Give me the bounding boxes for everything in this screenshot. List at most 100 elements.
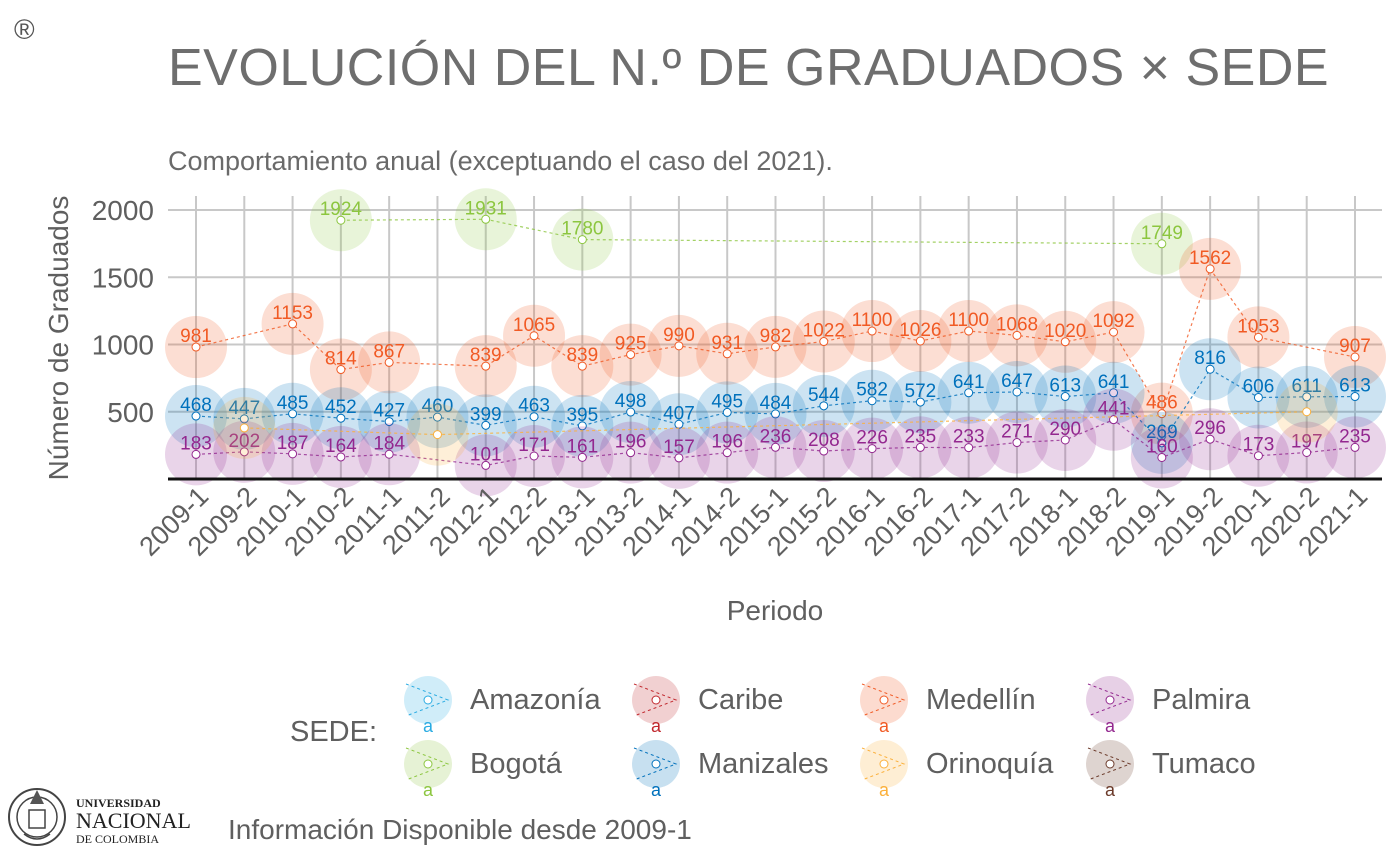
data-label: 1100 <box>948 310 989 331</box>
data-label: 399 <box>470 404 502 425</box>
data-point <box>1012 330 1022 340</box>
chart-title: EVOLUCIÓN DEL N.º DE GRADUADOS × SEDE <box>168 39 1330 97</box>
legend-key-icon: a <box>1086 740 1134 798</box>
series-Medellín: 981 1153 814 867 839 1065 839 925 990 931 982 1022 1… <box>165 237 1386 445</box>
data-label: 814 <box>325 349 357 370</box>
legend-label: Amazonía <box>470 684 601 716</box>
data-label: 1053 <box>1237 316 1279 337</box>
data-label: 1092 <box>1092 311 1134 332</box>
data-point <box>384 357 394 367</box>
data-point <box>481 361 491 371</box>
data-point <box>1350 442 1360 452</box>
legend-item: a Caribe <box>628 670 848 734</box>
data-point <box>674 453 684 463</box>
data-point <box>288 409 298 419</box>
legend-label: Bogotá <box>470 748 562 780</box>
data-label: 485 <box>277 393 309 414</box>
data-point <box>288 319 298 329</box>
university-logo: UNIVERSIDAD NACIONAL DE COLOMBIA <box>4 772 214 862</box>
data-point <box>1205 434 1215 444</box>
data-label: 1068 <box>996 314 1038 335</box>
data-label: 606 <box>1243 376 1275 397</box>
series-Bogotá: 1924 1931 1780 1749 <box>309 188 1193 275</box>
data-label: 1022 <box>803 321 845 342</box>
legend-key-icon: a <box>860 740 908 798</box>
chart-subtitle: Comportamiento anual (exceptuando el cas… <box>168 146 833 176</box>
data-label: 184 <box>373 433 405 454</box>
svg-text:a: a <box>879 780 890 798</box>
data-label: 160 <box>1146 436 1178 457</box>
logo-line-3: DE COLOMBIA <box>76 832 159 846</box>
svg-text:a: a <box>879 716 890 734</box>
data-point <box>964 388 974 398</box>
data-label: 171 <box>518 435 550 456</box>
data-point <box>819 337 829 347</box>
data-point <box>1157 452 1167 462</box>
data-label: 196 <box>615 432 647 453</box>
data-point <box>771 342 780 352</box>
data-point <box>722 407 732 417</box>
data-label: 395 <box>566 405 598 426</box>
data-label: 235 <box>905 426 937 447</box>
legend-item: a Manizales <box>628 734 848 798</box>
data-label: 161 <box>566 436 598 457</box>
x-axis-title: Periodo <box>727 595 824 626</box>
data-label: 544 <box>808 385 840 406</box>
data-point <box>336 215 346 225</box>
legend-item: a Orinoquía <box>856 734 1076 798</box>
data-label: 427 <box>373 401 405 422</box>
data-point <box>626 350 636 360</box>
y-tick-label: 1500 <box>92 262 154 293</box>
data-label: 208 <box>808 430 840 451</box>
data-label: 1924 <box>320 199 363 220</box>
legend-label: Orinoquía <box>926 748 1054 780</box>
data-point <box>529 331 539 341</box>
data-label: 157 <box>663 437 695 458</box>
data-label: 1931 <box>465 198 507 219</box>
data-point <box>191 411 201 421</box>
data-label: 1749 <box>1141 223 1183 244</box>
data-point <box>1350 352 1360 362</box>
data-point <box>1109 415 1119 425</box>
data-point <box>915 397 925 407</box>
data-point <box>336 413 346 423</box>
data-label: 1562 <box>1189 248 1231 269</box>
data-point <box>1253 332 1263 342</box>
data-point <box>1253 392 1263 402</box>
data-point <box>577 235 587 245</box>
data-label: 407 <box>663 403 695 424</box>
data-point <box>1157 239 1167 249</box>
series-Orinoquía <box>213 380 1338 466</box>
data-point <box>239 414 249 424</box>
data-point <box>529 451 539 461</box>
data-point <box>722 448 732 458</box>
data-point <box>529 412 539 422</box>
data-point <box>239 447 249 457</box>
data-label: 839 <box>566 345 598 366</box>
legend-key-icon: a <box>632 740 680 798</box>
data-point <box>336 365 346 375</box>
data-label: 867 <box>373 341 405 362</box>
data-label: 447 <box>228 398 260 419</box>
data-label: 290 <box>1049 419 1081 440</box>
data-label: 981 <box>180 326 212 347</box>
data-point <box>1302 448 1312 458</box>
data-label: 196 <box>711 432 743 453</box>
data-point <box>1109 327 1119 337</box>
data-point <box>771 409 780 419</box>
data-label: 296 <box>1194 418 1226 439</box>
legend-item: a Tumaco <box>1082 734 1302 798</box>
data-label: 613 <box>1049 376 1081 397</box>
data-point <box>964 443 974 453</box>
data-label: 486 <box>1146 393 1178 414</box>
data-point <box>1060 337 1070 347</box>
data-label: 582 <box>856 380 888 401</box>
svg-text:a: a <box>1105 716 1116 734</box>
data-label: 498 <box>615 391 647 412</box>
data-point <box>626 448 636 458</box>
legend-key-icon: a <box>404 676 452 734</box>
data-point <box>1205 264 1215 274</box>
data-label: 1153 <box>272 303 313 324</box>
